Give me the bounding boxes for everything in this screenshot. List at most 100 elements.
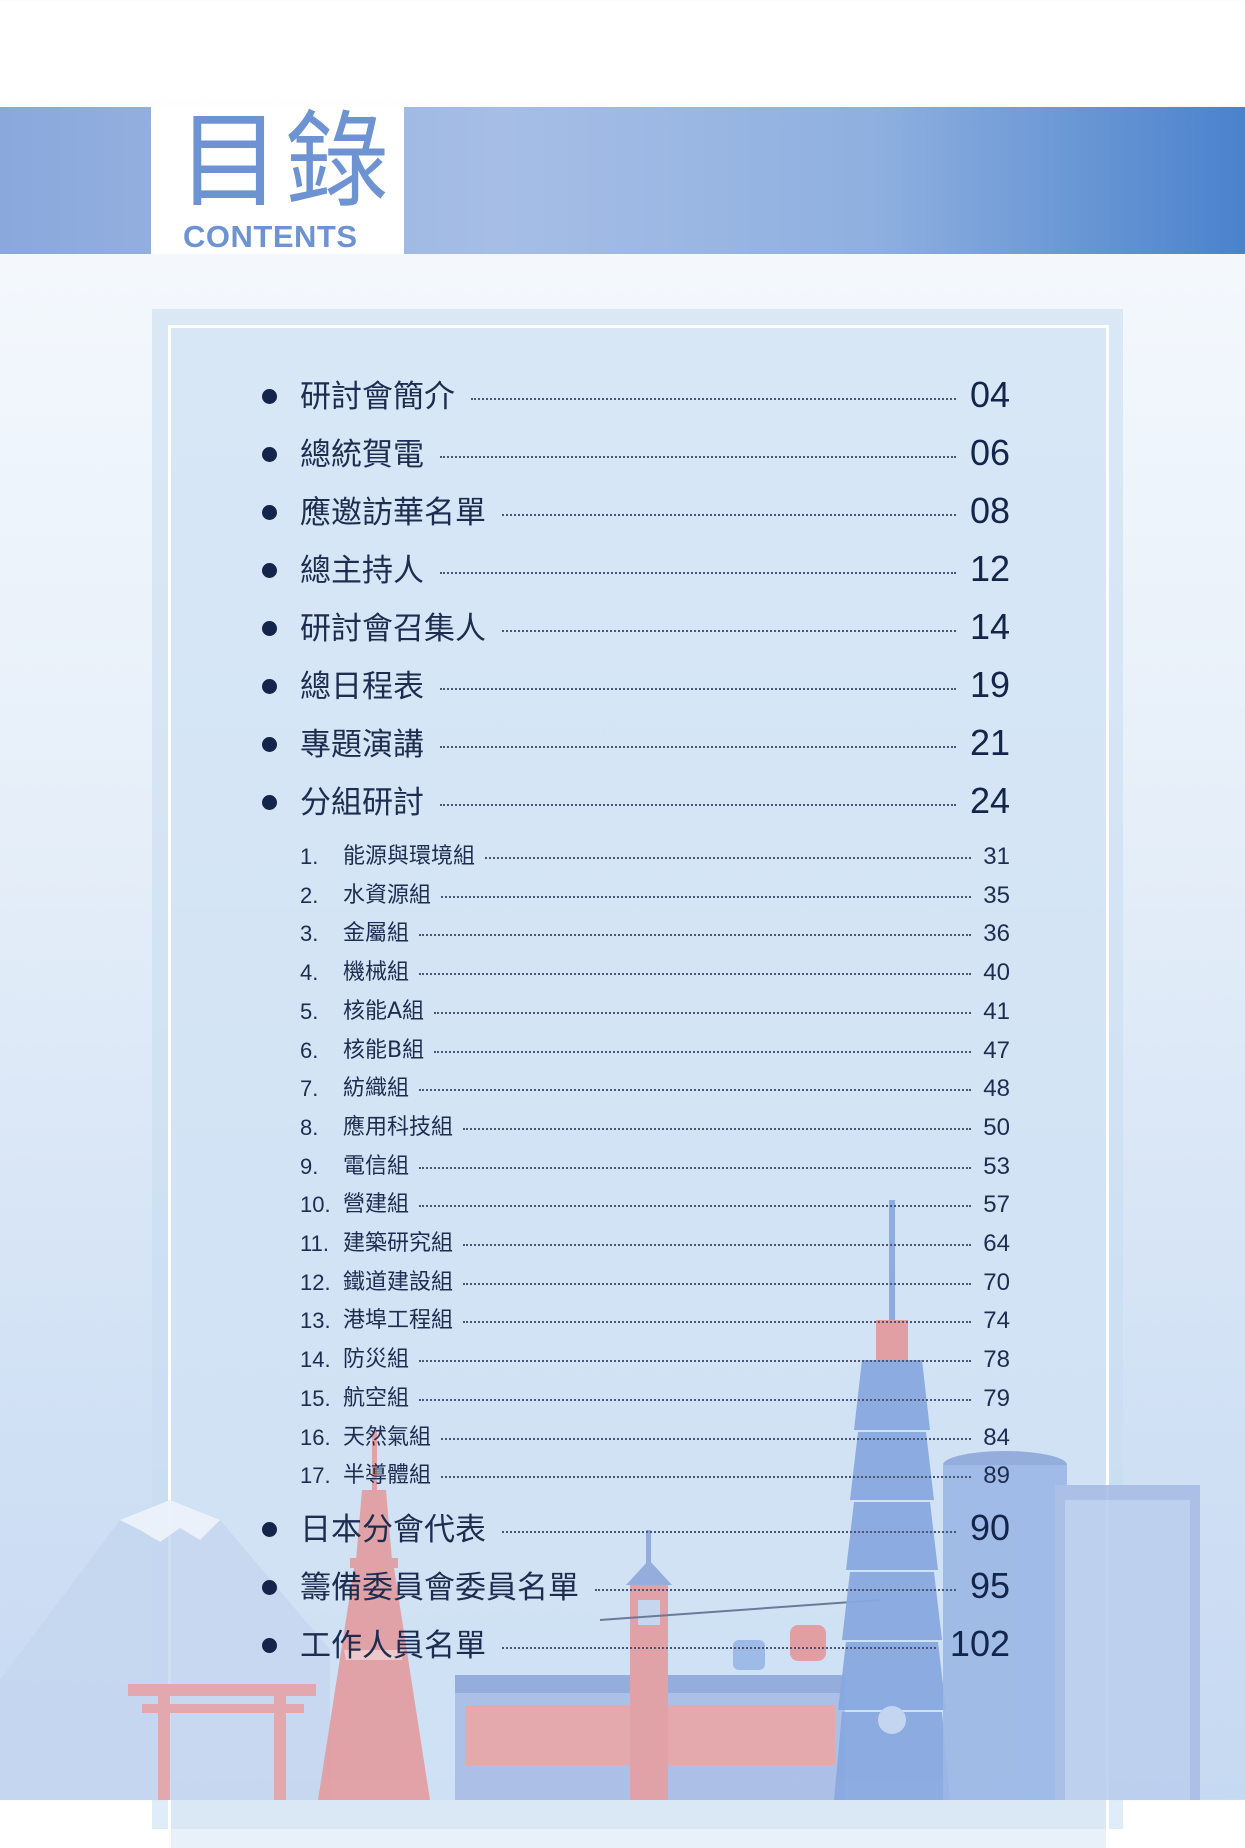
toc-main-item[interactable]: 總統賀電 06 xyxy=(262,432,1010,477)
toc-main-item[interactable]: 研討會簡介 04 xyxy=(262,374,1010,419)
toc-sub-number: 17. xyxy=(300,1463,331,1488)
toc-main-item[interactable]: 日本分會代表 90 xyxy=(262,1507,1010,1552)
toc-sub-number: 4. xyxy=(300,960,319,985)
toc-sub-item[interactable]: 5. 核能A組 41 xyxy=(300,995,1010,1027)
toc-sub-item[interactable]: 13. 港埠工程組 74 xyxy=(300,1304,1010,1336)
toc-page-number: 89 xyxy=(983,1462,1010,1489)
bullet-icon xyxy=(262,447,277,462)
toc-sub-item[interactable]: 9. 電信組 53 xyxy=(300,1150,1010,1182)
toc-sub-item[interactable]: 10. 營建組 57 xyxy=(300,1188,1010,1220)
toc-sub-label: 能源與環境組 xyxy=(343,844,476,869)
dot-leader xyxy=(595,1589,956,1591)
bullet-icon xyxy=(262,563,277,578)
toc-sub-item[interactable]: 3. 金屬組 36 xyxy=(300,917,1010,949)
toc-main-item[interactable]: 總主持人 12 xyxy=(262,548,1010,593)
toc-sub-item[interactable]: 1. 能源與環境組 31 xyxy=(300,840,1010,872)
toc-page-number: 08 xyxy=(969,490,1010,531)
toc-sub-label: 天然氣組 xyxy=(343,1425,432,1450)
torii-gate-shape xyxy=(128,1684,316,1800)
dot-leader xyxy=(502,1531,956,1533)
toc-sub-label: 建築研究組 xyxy=(343,1231,454,1256)
toc-sub-label: 鐵道建設組 xyxy=(343,1270,454,1295)
table-of-contents: 研討會簡介 04 總統賀電 06 應邀訪華名單 08 總主持人 12 研討會召集人 14 總日程表 1… xyxy=(262,374,1010,1668)
dot-leader xyxy=(419,1399,972,1401)
bullet-icon xyxy=(262,1638,277,1653)
toc-sub-number: 13. xyxy=(300,1308,331,1333)
toc-page-number: 84 xyxy=(983,1424,1010,1451)
dot-leader xyxy=(440,804,956,806)
toc-page-number: 53 xyxy=(983,1153,1010,1180)
toc-item-label: 應邀訪華名單 xyxy=(300,495,486,531)
dot-leader xyxy=(502,630,956,632)
toc-main-item[interactable]: 研討會召集人 14 xyxy=(262,606,1010,651)
toc-main-item[interactable]: 工作人員名單 102 xyxy=(262,1623,1010,1668)
toc-main-item[interactable]: 籌備委員會委員名單 95 xyxy=(262,1565,1010,1610)
toc-main-item[interactable]: 專題演講 21 xyxy=(262,722,1010,767)
dot-leader xyxy=(434,1012,972,1014)
dot-leader xyxy=(463,1321,972,1323)
dot-leader xyxy=(419,1205,972,1207)
page-title: 目錄 xyxy=(177,100,394,222)
toc-page-number: 31 xyxy=(983,843,1010,870)
toc-item-label: 分組研討 xyxy=(300,785,424,821)
toc-main-item[interactable]: 應邀訪華名單 08 xyxy=(262,490,1010,535)
dot-leader xyxy=(485,857,972,859)
bullet-icon xyxy=(262,795,277,810)
toc-page-number: 06 xyxy=(969,432,1010,473)
toc-page-number: 36 xyxy=(983,920,1010,947)
toc-item-label: 總日程表 xyxy=(300,669,424,705)
toc-sub-label: 金屬組 xyxy=(343,921,410,946)
dot-leader xyxy=(502,1647,936,1649)
toc-item-label: 籌備委員會委員名單 xyxy=(300,1570,579,1606)
toc-page-number: 70 xyxy=(983,1269,1010,1296)
toc-page-number: 78 xyxy=(983,1346,1010,1373)
toc-sub-number: 1. xyxy=(300,844,319,869)
presidential-building-shape xyxy=(455,1530,845,1800)
toc-item-label: 研討會簡介 xyxy=(300,379,455,415)
toc-page-number: 90 xyxy=(969,1507,1010,1548)
office-building-shape xyxy=(943,1451,1200,1800)
toc-sub-number: 5. xyxy=(300,999,319,1024)
toc-sub-number: 12. xyxy=(300,1270,331,1295)
toc-sub-item[interactable]: 8. 應用科技組 50 xyxy=(300,1111,1010,1143)
bullet-icon xyxy=(262,505,277,520)
toc-sub-number: 2. xyxy=(300,883,319,908)
toc-sub-label: 核能B組 xyxy=(343,1038,425,1063)
dot-leader xyxy=(440,572,956,574)
toc-sub-number: 7. xyxy=(300,1076,319,1101)
toc-item-label: 工作人員名單 xyxy=(300,1628,486,1664)
toc-sub-item[interactable]: 17. 半導體組 89 xyxy=(300,1459,1010,1491)
dot-leader xyxy=(441,1438,972,1440)
dot-leader xyxy=(463,1244,972,1246)
toc-sub-item[interactable]: 4. 機械組 40 xyxy=(300,956,1010,988)
toc-sub-number: 11. xyxy=(300,1231,329,1256)
page-subtitle: CONTENTS xyxy=(183,219,358,254)
toc-page-number: 79 xyxy=(983,1385,1010,1412)
toc-page-number: 04 xyxy=(969,374,1010,415)
toc-sub-number: 3. xyxy=(300,921,319,946)
bullet-icon xyxy=(262,621,277,636)
dot-leader xyxy=(441,1476,972,1478)
toc-sub-item[interactable]: 2. 水資源組 35 xyxy=(300,879,1010,911)
toc-sub-label: 紡織組 xyxy=(343,1076,410,1101)
toc-sub-item[interactable]: 15. 航空組 79 xyxy=(300,1382,1010,1414)
dot-leader xyxy=(419,1360,972,1362)
toc-sub-item[interactable]: 11. 建築研究組 64 xyxy=(300,1227,1010,1259)
toc-page-number: 40 xyxy=(983,959,1010,986)
dot-leader xyxy=(502,514,956,516)
toc-sub-number: 9. xyxy=(300,1154,319,1179)
toc-sub-item[interactable]: 16. 天然氣組 84 xyxy=(300,1421,1010,1453)
toc-page-number: 12 xyxy=(969,548,1010,589)
toc-sub-item[interactable]: 14. 防災組 78 xyxy=(300,1343,1010,1375)
toc-sub-item[interactable]: 6. 核能B組 47 xyxy=(300,1034,1010,1066)
toc-sub-number: 6. xyxy=(300,1038,319,1063)
toc-sub-item[interactable]: 7. 紡織組 48 xyxy=(300,1072,1010,1104)
dot-leader xyxy=(441,896,972,898)
toc-page-number: 48 xyxy=(983,1075,1010,1102)
toc-main-item[interactable]: 總日程表 19 xyxy=(262,664,1010,709)
toc-sub-item[interactable]: 12. 鐵道建設組 70 xyxy=(300,1266,1010,1298)
toc-main-item[interactable]: 分組研討 24 xyxy=(262,780,1010,825)
toc-sub-label: 防災組 xyxy=(343,1347,410,1372)
dot-leader xyxy=(419,934,972,936)
toc-page-number: 14 xyxy=(969,606,1010,647)
